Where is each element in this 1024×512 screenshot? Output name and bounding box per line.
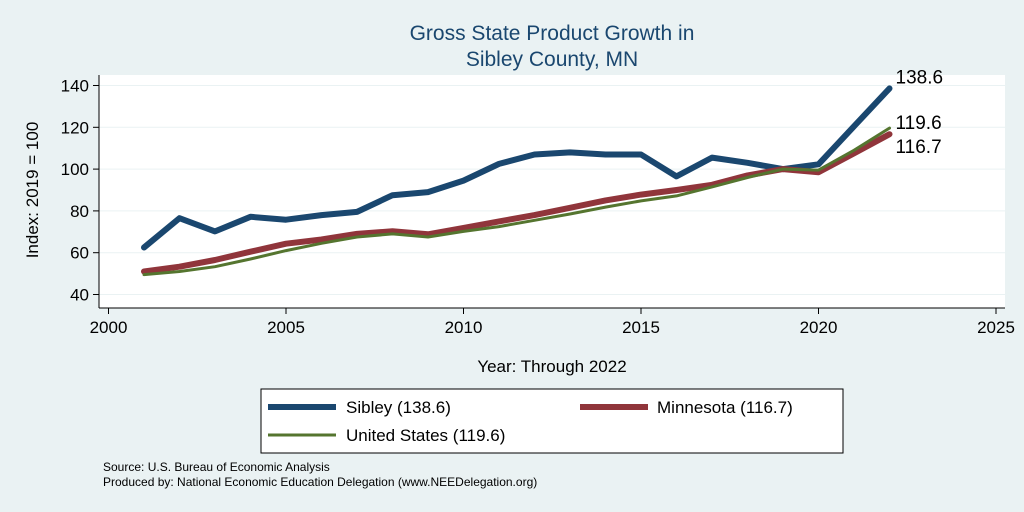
end-label-minnesota: 116.7 [896, 137, 942, 158]
source-note: Source: U.S. Bureau of Economic Analysis [103, 460, 330, 474]
y-axis-title: Index: 2019 = 100 [23, 122, 42, 259]
chart-title-line-2: Sibley County, MN [466, 48, 638, 71]
legend: Sibley (138.6) Minnesota (116.7) United … [260, 388, 844, 454]
y-tick-label-140: 140 [61, 77, 89, 96]
end-label-sibley: 138.6 [896, 67, 944, 88]
series-line-united-states [142, 126, 891, 277]
legend-label-sibley: Sibley (138.6) [346, 398, 451, 417]
x-tick-label-2020: 2020 [800, 318, 838, 337]
x-tick-label-2015: 2015 [622, 318, 660, 337]
end-labels: 138.6 116.7 119.6 [896, 67, 944, 158]
x-tick-label-2005: 2005 [267, 318, 305, 337]
y-tick-label-40: 40 [70, 286, 89, 305]
y-tick-label-100: 100 [61, 160, 89, 179]
x-axis-ticks: 2000 2005 2010 2015 2020 2025 [90, 308, 1015, 337]
x-tick-label-2000: 2000 [90, 318, 128, 337]
end-label-united-states: 119.6 [896, 113, 942, 134]
y-axis-ticks: 40 60 80 100 120 140 [61, 77, 99, 305]
plot-area [99, 75, 1005, 308]
legend-label-minnesota: Minnesota (116.7) [657, 398, 793, 417]
y-tick-label-60: 60 [70, 244, 89, 263]
chart-title-line-1: Gross State Product Growth in [410, 22, 695, 45]
produced-by-note: Produced by: National Economic Education… [103, 475, 537, 489]
x-tick-label-2010: 2010 [445, 318, 483, 337]
y-tick-label-120: 120 [61, 118, 89, 137]
y-tick-label-80: 80 [70, 202, 89, 221]
x-tick-label-2025: 2025 [977, 318, 1015, 337]
legend-label-united-states: United States (119.6) [346, 426, 505, 445]
x-axis-title: Year: Through 2022 [477, 357, 626, 376]
series-lines [141, 85, 893, 277]
series-line-sibley [141, 85, 893, 251]
legend-box [260, 388, 844, 454]
